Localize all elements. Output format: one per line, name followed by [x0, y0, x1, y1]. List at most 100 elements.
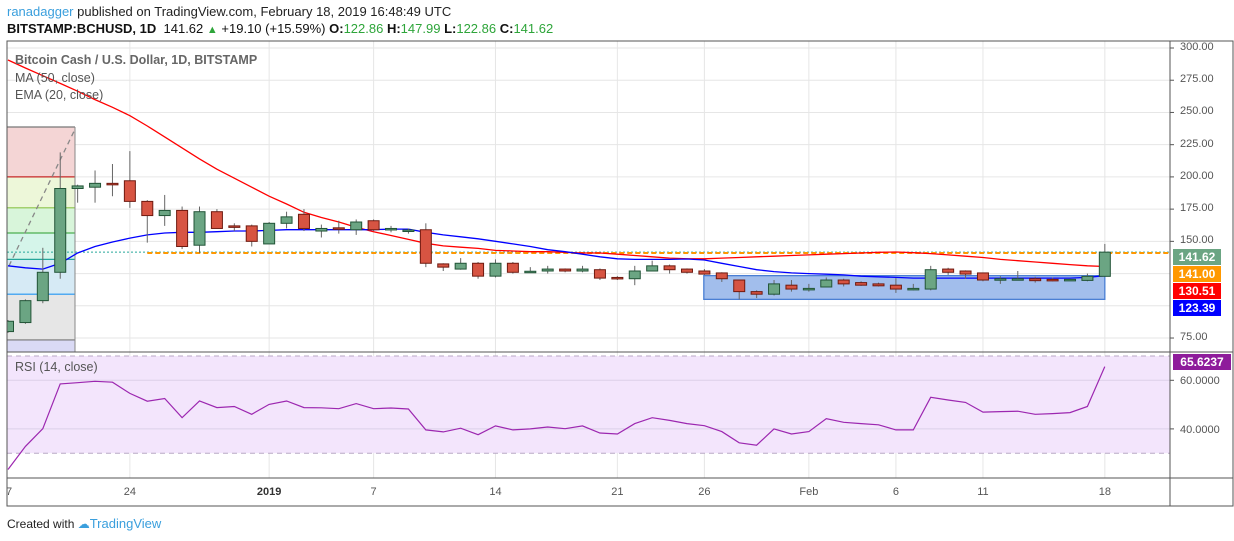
candle-body: [158, 209, 171, 217]
date-tick-label: Feb: [799, 486, 819, 498]
fib-zone: [7, 294, 75, 340]
candle-body: [210, 211, 223, 229]
candle: [593, 268, 606, 281]
candle: [489, 259, 502, 278]
fib-zone: [7, 339, 75, 352]
candle-body: [245, 225, 258, 242]
candle: [385, 225, 398, 233]
candle: [19, 299, 32, 324]
candle-body: [559, 268, 572, 272]
candle: [924, 265, 937, 291]
date-tick-label: 14: [489, 486, 502, 498]
candle-body: [1098, 251, 1111, 277]
price-tick-label: 175.00: [1180, 202, 1214, 215]
candle: [768, 280, 781, 296]
fib-zone: [7, 127, 75, 177]
date-tick-label: 21: [611, 486, 624, 498]
candle-body: [907, 287, 920, 291]
tradingview-link[interactable]: TradingView: [89, 516, 162, 531]
date-tick-label: 11: [977, 486, 989, 498]
candle: [454, 258, 467, 270]
candle-body: [855, 282, 868, 286]
price-tick-label: 250.00: [1180, 105, 1214, 118]
candle-body: [524, 270, 537, 274]
candle-body: [959, 270, 972, 275]
candle-body: [924, 269, 937, 290]
candle: [785, 280, 798, 292]
candle: [71, 184, 84, 203]
candle-body: [402, 229, 415, 233]
candle: [976, 272, 989, 282]
candle: [7, 319, 14, 333]
candle-body: [837, 279, 850, 285]
candle: [611, 276, 624, 281]
candle-body: [646, 265, 659, 272]
candle: [1098, 243, 1111, 277]
candle-body: [506, 262, 519, 273]
candle-body: [1064, 278, 1077, 282]
price-tick-label: 200.00: [1180, 169, 1214, 182]
candle: [297, 209, 310, 232]
range-box: [703, 275, 1106, 301]
candle: [1081, 273, 1094, 282]
low-value: 122.86: [456, 21, 497, 36]
candle: [141, 200, 154, 243]
rsi-tick-label: 40.0000: [1180, 423, 1220, 436]
candle: [123, 151, 136, 208]
ema20-line: [7, 228, 1105, 279]
symbol-info: BITSTAMP:BCHUSD, 1D 141.62 ▲ +19.10 (+15…: [7, 21, 553, 36]
candle-body: [820, 279, 833, 288]
candle-body: [367, 220, 380, 231]
candle-body: [106, 182, 119, 186]
candle: [750, 290, 763, 299]
rsi-line: [7, 366, 1106, 470]
rsi-band: [7, 356, 1170, 454]
candle: [942, 267, 955, 275]
candle-body: [994, 278, 1007, 281]
legend-ma[interactable]: MA (50, close): [15, 71, 95, 85]
date-tick-label: 2019: [256, 486, 282, 498]
candle: [855, 281, 868, 286]
candle-body: [1081, 275, 1094, 281]
price-label-2: 130.51: [1173, 283, 1221, 300]
candle-body: [315, 227, 328, 232]
candle: [106, 164, 119, 197]
candle: [367, 219, 380, 232]
candle-body: [123, 180, 136, 202]
candle-body: [785, 284, 798, 290]
candle-body: [176, 209, 189, 248]
candle-body: [385, 227, 398, 231]
price-label-1: 141.00: [1173, 266, 1221, 283]
candle-body: [297, 213, 310, 229]
candle-body: [7, 320, 14, 333]
publish-info: ranadagger published on TradingView.com,…: [7, 4, 451, 19]
candle-body: [733, 279, 746, 293]
candle: [524, 267, 537, 274]
candle-body: [593, 269, 606, 279]
candle-body: [419, 229, 432, 264]
last-price: 141.62: [163, 21, 204, 36]
legend-rsi[interactable]: RSI (14, close): [15, 360, 98, 374]
price-tick-label: 150.00: [1180, 234, 1214, 247]
candle: [210, 209, 223, 229]
change: +19.10 (+15.59%): [221, 21, 326, 36]
price-tick-label: 75.00: [1180, 331, 1208, 344]
candle-body: [71, 185, 84, 190]
author-link[interactable]: ranadagger: [7, 4, 74, 19]
legend-ema[interactable]: EMA (20, close): [15, 88, 104, 102]
candle: [802, 283, 815, 292]
candle-body: [332, 227, 345, 230]
date-tick-label: 18: [1098, 486, 1111, 498]
candle-body: [350, 221, 363, 231]
candle: [54, 152, 67, 279]
created-with: Created with: [7, 517, 75, 531]
candle: [1011, 270, 1024, 281]
candle: [89, 170, 102, 203]
candle: [907, 283, 920, 291]
candle: [437, 263, 450, 271]
date-tick-label: 7: [370, 486, 377, 498]
candle-body: [976, 272, 989, 281]
ma50-line: [7, 59, 1105, 268]
candle: [559, 268, 572, 273]
